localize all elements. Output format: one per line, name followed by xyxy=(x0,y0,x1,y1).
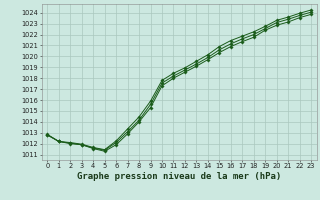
X-axis label: Graphe pression niveau de la mer (hPa): Graphe pression niveau de la mer (hPa) xyxy=(77,172,281,181)
